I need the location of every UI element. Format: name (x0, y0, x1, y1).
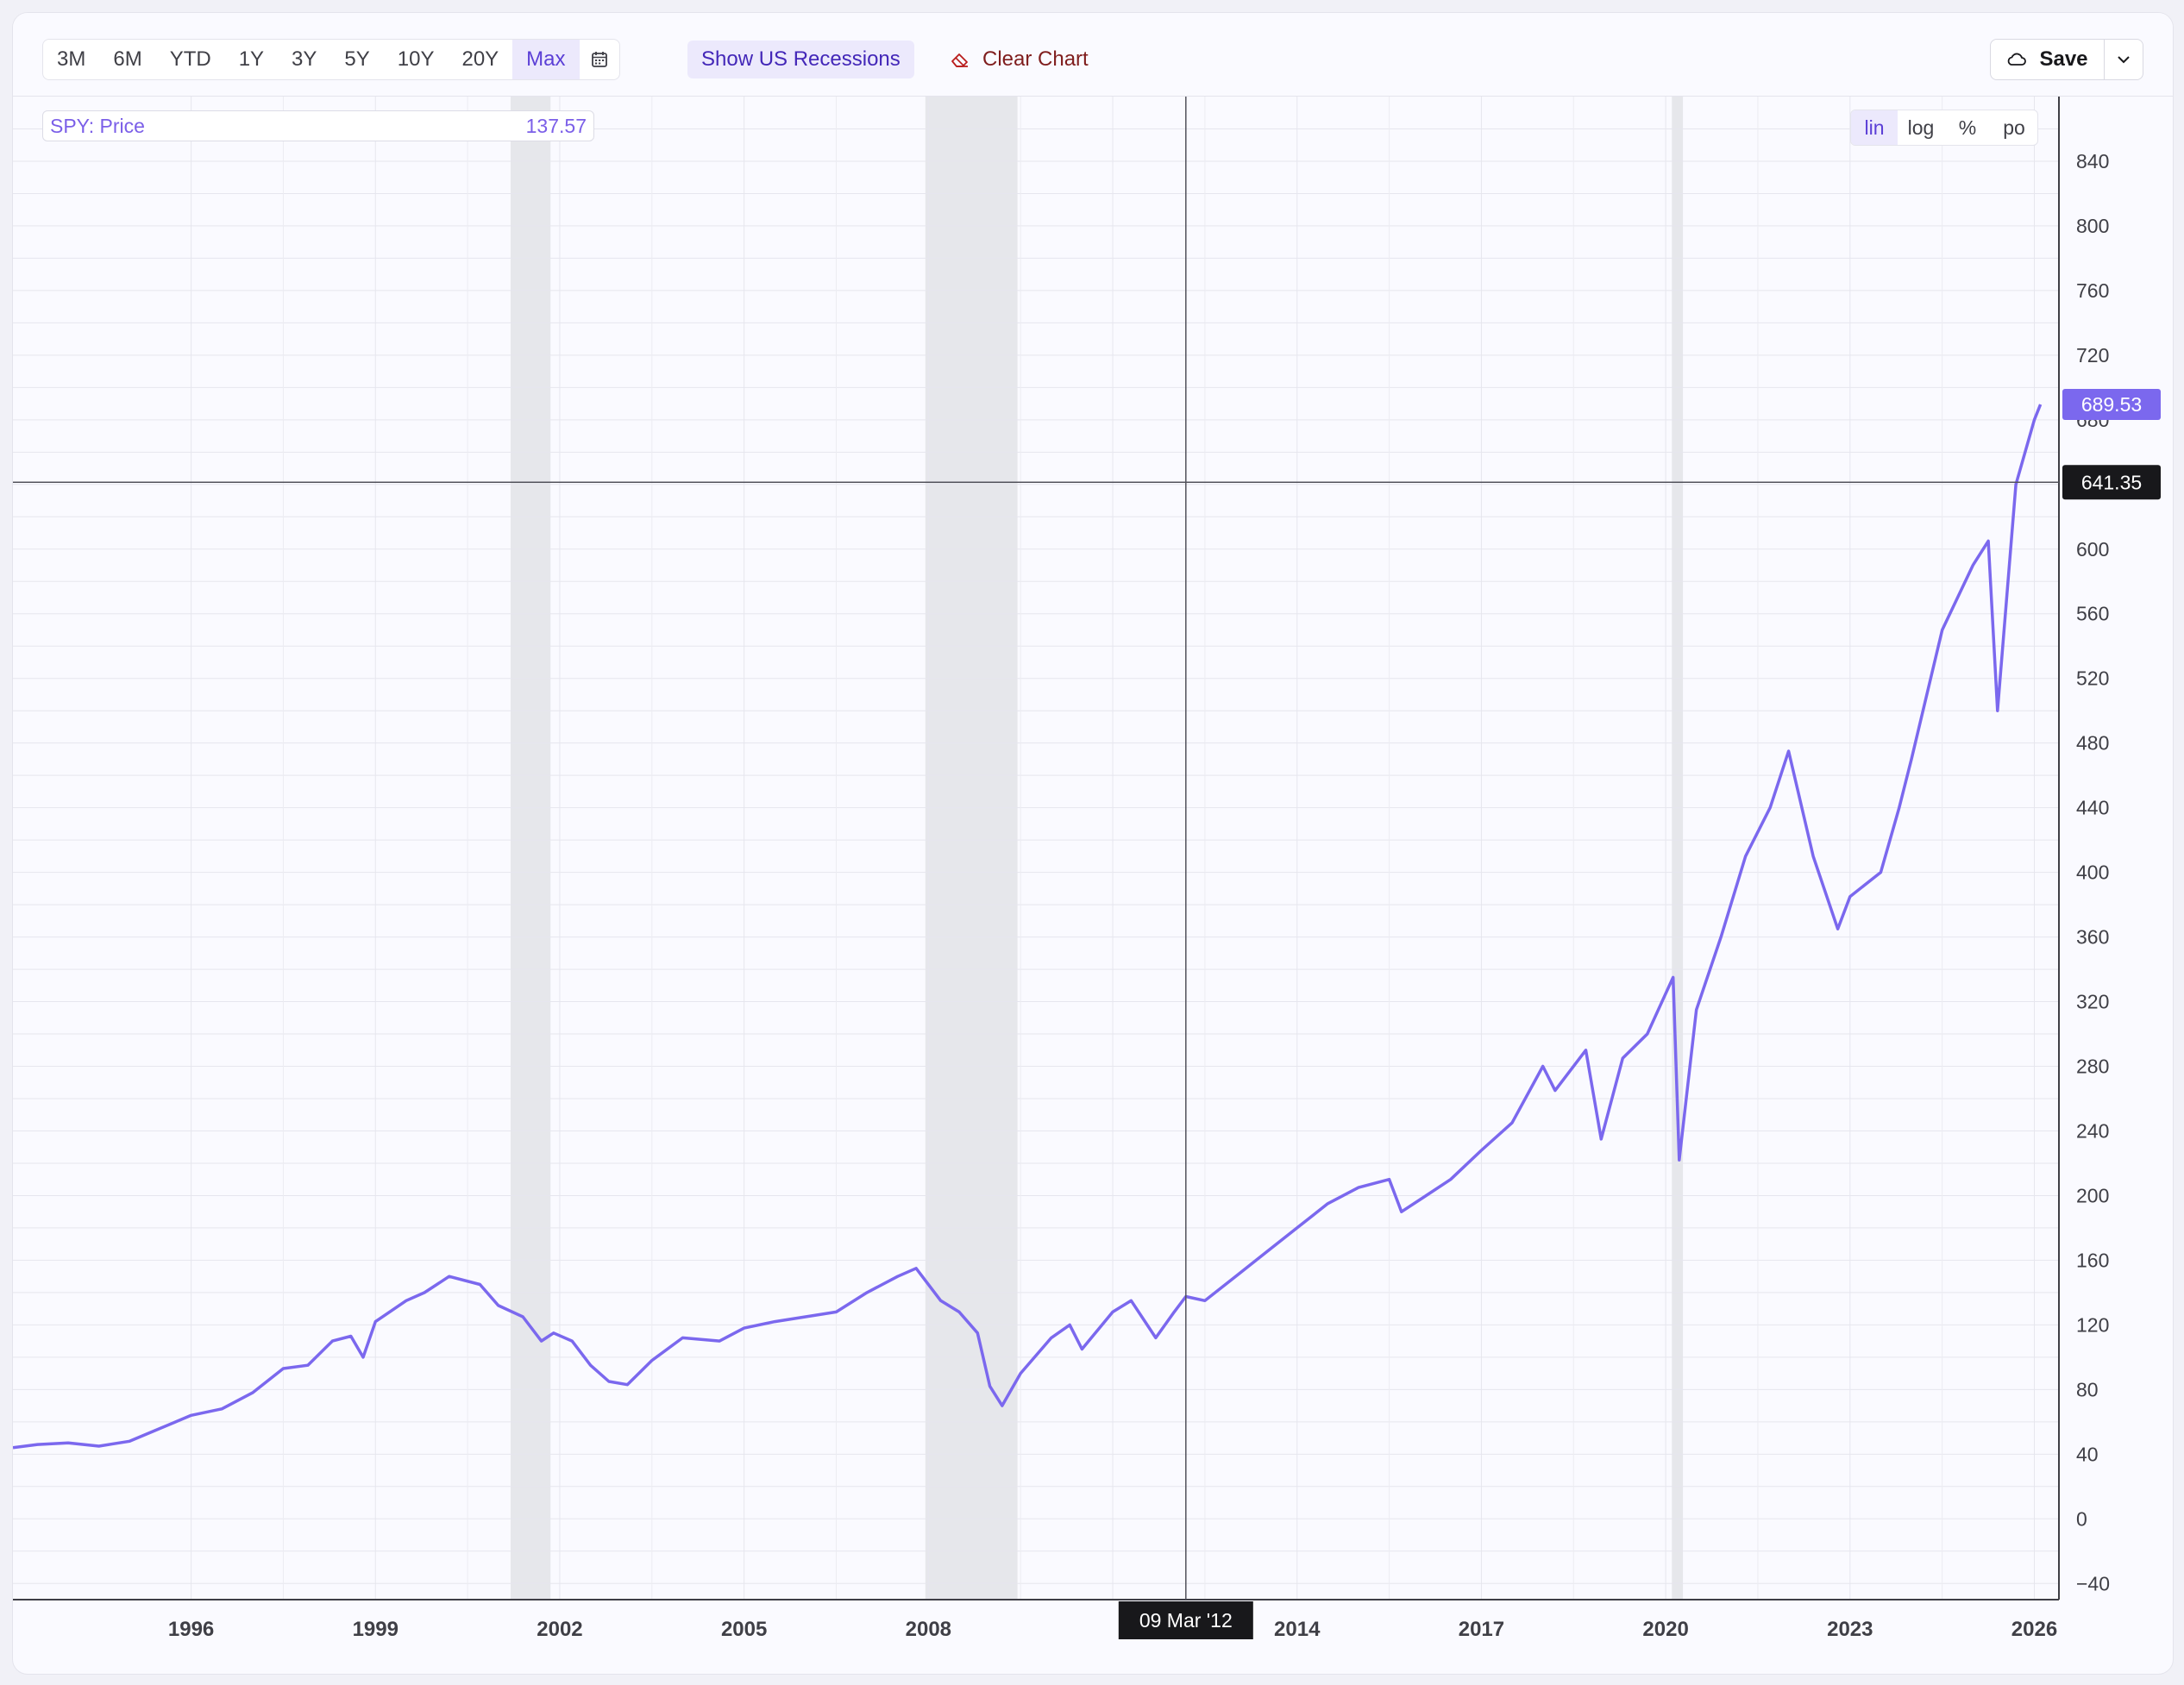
y-tick-label: 400 (2076, 861, 2109, 884)
scale-button-lin[interactable]: lin (1851, 110, 1898, 145)
calendar-icon (591, 52, 607, 67)
y-tick-label: −40 (2076, 1572, 2110, 1594)
chart-toolbar: 3M 6M YTD 1Y 3Y 5Y 10Y 20Y Max (13, 13, 2173, 97)
clear-chart-label: Clear Chart (982, 47, 1089, 71)
x-tick-label: 2023 (1827, 1618, 1873, 1641)
series-line-spy (13, 404, 2043, 1450)
range-button-3m[interactable]: 3M (57, 47, 86, 71)
scale-button-log[interactable]: log (1907, 116, 1935, 139)
y-tick-label: 320 (2076, 991, 2109, 1013)
chevron-down-icon (2118, 56, 2130, 64)
y-tick-label: 720 (2076, 344, 2109, 366)
range-button-5y[interactable]: 5Y (344, 47, 370, 71)
range-button-3y[interactable]: 3Y (292, 47, 317, 71)
y-tick-label: 480 (2076, 732, 2109, 755)
save-options-button[interactable] (2104, 40, 2143, 79)
range-button-max[interactable]: Max (512, 40, 580, 79)
range-button-10y[interactable]: 10Y (397, 47, 435, 71)
recession-band (925, 97, 1018, 1600)
y-tick-label: 520 (2076, 667, 2109, 690)
y-tick-label: 560 (2076, 603, 2109, 625)
x-tick-label: 2020 (1642, 1618, 1688, 1641)
range-selector: 3M 6M YTD 1Y 3Y 5Y 10Y 20Y Max (42, 39, 620, 80)
save-control: Save (1990, 39, 2143, 80)
range-button-ytd[interactable]: YTD (169, 47, 211, 71)
calendar-button[interactable] (580, 40, 619, 79)
scale-selector: lin log % po (1850, 110, 2038, 146)
y-tick-label: 40 (2076, 1443, 2099, 1465)
y-tick-label: 0 (2076, 1507, 2087, 1530)
x-tick-label: 2002 (537, 1618, 582, 1641)
clear-chart-button[interactable]: Clear Chart (950, 41, 1089, 78)
y-tick-label: 200 (2076, 1184, 2109, 1206)
last-price-label: 689.53 (2081, 393, 2142, 416)
x-tick-label: 2008 (906, 1618, 951, 1641)
crosshair-date-box (1118, 1601, 1253, 1639)
eraser-icon (951, 53, 968, 67)
x-tick-label: 2005 (721, 1618, 767, 1641)
x-tick-label: 2014 (1274, 1618, 1321, 1641)
range-button-6m[interactable]: 6M (113, 47, 142, 71)
y-tick-label: 280 (2076, 1055, 2109, 1078)
crosshair-price-label: 641.35 (2081, 471, 2142, 493)
series-hover-value: 137.57 (525, 114, 587, 137)
crosshair-date-label: 09 Mar '12 (1139, 1609, 1233, 1632)
chart-card: 3M 6M YTD 1Y 3Y 5Y 10Y 20Y Max (12, 12, 2174, 1675)
y-tick-label: 800 (2076, 215, 2109, 237)
save-button[interactable]: Save (1991, 40, 2104, 79)
x-tick-label: 1999 (353, 1618, 399, 1641)
y-tick-label: 440 (2076, 797, 2109, 819)
scale-button-po[interactable]: po (2003, 116, 2025, 139)
y-tick-label: 160 (2076, 1249, 2109, 1271)
recession-band (1672, 97, 1684, 1600)
x-tick-label: 1996 (168, 1618, 214, 1641)
price-chart[interactable]: 8408007607206806005605204804404003603202… (13, 13, 2173, 1674)
series-legend: SPY: Price 137.57 (42, 110, 594, 141)
y-tick-label: 120 (2076, 1313, 2109, 1336)
y-tick-label: 760 (2076, 279, 2109, 302)
last-price-box (2062, 388, 2161, 420)
range-button-1y[interactable]: 1Y (238, 47, 265, 71)
y-tick-label: 360 (2076, 926, 2109, 949)
x-tick-label: 2026 (2011, 1618, 2057, 1641)
y-tick-label: 80 (2076, 1378, 2099, 1400)
crosshair-price-box (2062, 465, 2161, 500)
range-button-20y[interactable]: 20Y (461, 47, 499, 71)
x-tick-label: 2017 (1459, 1618, 1504, 1641)
recession-band (510, 97, 551, 1600)
y-tick-label: 240 (2076, 1119, 2109, 1142)
y-tick-label: 840 (2076, 150, 2109, 172)
scale-button-percent[interactable]: % (1958, 116, 1977, 139)
y-tick-label: 600 (2076, 538, 2109, 561)
show-recessions-button[interactable]: Show US Recessions (687, 41, 914, 78)
save-label: Save (2039, 47, 2088, 71)
cloud-icon (2008, 53, 2027, 66)
series-name: SPY: Price (50, 114, 145, 137)
